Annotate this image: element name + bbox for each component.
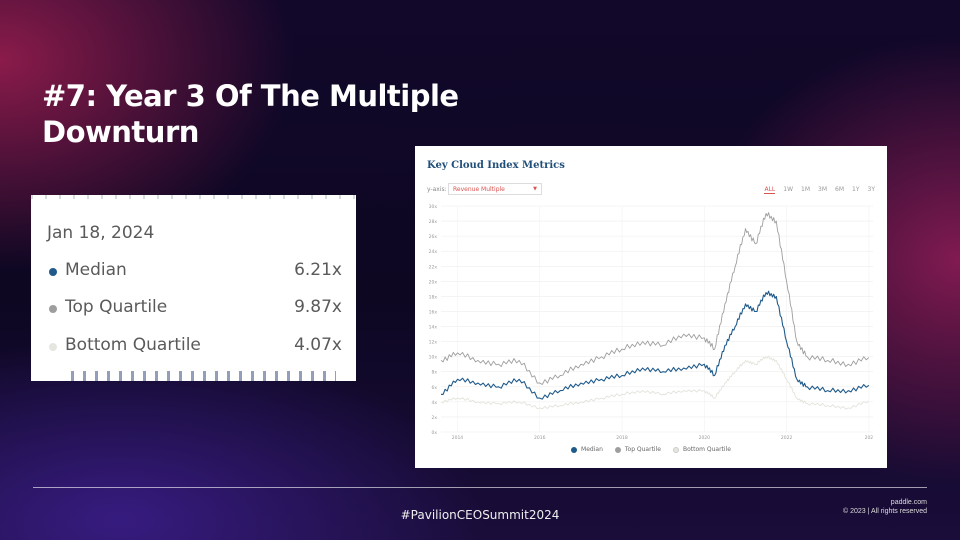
y-tick-label: 10x [429,355,438,361]
y-tick-label: 26x [429,234,438,240]
legend-item-top-quartile[interactable]: Top Quartile [614,446,661,453]
legend-label: Top Quartile [624,446,661,453]
footer-divider [33,487,927,488]
footer-copyright: © 2023 | All rights reserved [842,508,927,515]
y-tick-label: 4x [431,400,437,406]
chevron-down-icon: ▼ [533,186,537,192]
y-tick-label: 12x [429,340,438,346]
range-tab-3y[interactable]: 3Y [867,186,875,193]
tooltip-label: Top Quartile [65,297,168,317]
line-chart: 0x 2x 4x 6x 8x 10x 12x 14x 16x 18x 20x 22x 24x 26x 28x… [429,204,874,440]
tooltip-row-bottom-quartile: Bottom Quartile 4.07x [47,335,342,359]
median-dot-icon [571,446,578,453]
tooltip-label: Median [65,260,127,280]
y-tick-label: 2x [431,415,437,421]
y-tick-label: 18x [429,294,438,300]
tooltip-value: 4.07x [294,335,342,355]
range-tab-1y[interactable]: 1Y [852,186,860,193]
faint-strip [71,371,336,381]
slide-title: #7: Year 3 Of The Multiple Downturn [42,79,459,149]
y-tick-label: 0x [431,430,437,436]
y-tick-label: 20x [429,279,438,285]
range-tabs: ALL 1W 1M 3M 6M 1Y 3Y [764,186,875,194]
footer-meta: paddle.com © 2023 | All rights reserved [843,498,927,516]
y-tick-label: 22x [429,264,438,270]
yaxis-select-value: Revenue Multiple [453,186,505,193]
top-quartile-dot-icon [49,305,57,313]
range-tab-1m[interactable]: 1M [801,186,811,193]
y-tick-label: 24x [429,249,438,255]
x-tick-label: 2022 [781,435,793,440]
tooltip-value: 6.21x [294,260,342,280]
y-tick-label: 8x [431,370,437,376]
chart-legend: Median Top Quartile Bottom Quartile [415,446,887,453]
top-quartile-dot-icon [614,446,621,453]
series-line-bottom-quartile[interactable] [440,355,870,410]
tooltip-row-top-quartile: Top Quartile 9.87x [47,297,342,321]
x-tick-label: 202 [865,435,874,440]
series-line-top-quartile[interactable] [440,212,870,385]
range-tab-1w[interactable]: 1W [783,186,794,193]
legend-label: Bottom Quartile [682,446,731,453]
legend-item-median[interactable]: Median [571,446,603,453]
y-tick-label: 16x [429,309,438,315]
tooltip-card: Jan 18, 2024 Median 6.21x Top Quartile 9… [31,195,356,381]
range-tab-all[interactable]: ALL [764,186,776,194]
tooltip-value: 9.87x [294,297,342,317]
range-tab-6m[interactable]: 6M [835,186,845,193]
y-tick-label: 30x [429,204,438,210]
x-tick-label: 2016 [534,435,546,440]
footer-site: paddle.com [890,499,927,506]
legend-label: Median [581,446,603,453]
legend-item-bottom-quartile[interactable]: Bottom Quartile [672,446,731,453]
event-hashtag: #PavilionCEOSummit2024 [400,508,560,522]
top-strip [31,195,356,199]
chart-panel: Key Cloud Index Metrics y-axis: Revenue … [415,146,887,468]
bottom-quartile-dot-icon [49,343,57,351]
range-tab-3m[interactable]: 3M [818,186,828,193]
yaxis-select[interactable]: Revenue Multiple ▼ [448,183,542,195]
x-tick-label: 2014 [452,435,464,440]
y-tick-label: 6x [431,385,437,391]
bottom-quartile-dot-icon [672,446,679,453]
y-tick-label: 28x [429,219,438,225]
tooltip-label: Bottom Quartile [65,335,201,355]
x-tick-label: 2018 [616,435,628,440]
chart-title: Key Cloud Index Metrics [427,160,565,171]
tooltip-date: Jan 18, 2024 [47,223,155,243]
x-tick-label: 2020 [699,435,711,440]
series-line-median[interactable] [440,290,870,400]
y-tick-label: 14x [429,325,438,331]
tooltip-row-median: Median 6.21x [47,260,342,284]
yaxis-label: y-axis: [427,186,447,193]
median-dot-icon [49,268,57,276]
